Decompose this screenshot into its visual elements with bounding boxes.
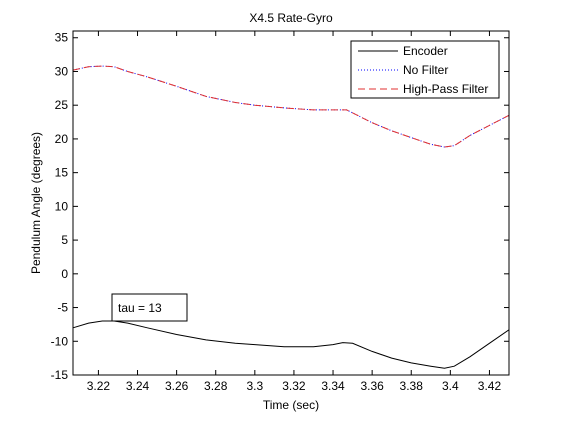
y-tick-label: 5 [61,233,68,247]
y-axis: -15 -10 -5 0 5 10 15 20 25 30 35 [51,31,509,382]
x-tick-label: 3.24 [126,379,150,393]
x-tick-label: 3.32 [282,379,306,393]
x-tick-label: 3.34 [321,379,345,393]
x-tick-label: 3.28 [204,379,228,393]
chart-title: X4.5 Rate-Gyro [249,11,333,25]
legend-label-no-filter: No Filter [403,63,448,77]
y-tick-label: 25 [55,98,69,112]
series-line-encoder [72,320,510,369]
y-tick-label: 0 [61,267,68,281]
legend-label-high-pass: High-Pass Filter [403,82,488,96]
x-axis: 3.22 3.24 3.26 3.28 3.3 3.32 3.34 3.36 3.38 3.4 3.… [87,31,502,393]
plot-frame [72,30,510,376]
annotation-text: tau = 13 [118,301,162,315]
legend: Encoder No Filter High-Pass Filter [350,40,500,99]
x-tick-label: 3.3 [246,379,263,393]
x-tick-label: 3.22 [87,379,111,393]
y-tick-label: -15 [51,368,69,382]
y-axis-label: Pendulum Angle (degrees) [29,132,43,274]
y-tick-label: 20 [55,132,69,146]
y-tick-label: 10 [55,199,69,213]
y-tick-label: -10 [51,334,69,348]
annotation: tau = 13 [111,293,188,322]
x-tick-label: 3.36 [360,379,384,393]
y-tick-label: 15 [55,166,69,180]
x-axis-label: Time (sec) [263,398,319,412]
y-tick-label: -5 [57,301,68,315]
y-tick-label: 30 [55,64,69,78]
series-line-high-pass-filter [72,65,510,148]
x-tick-label: 3.38 [400,379,424,393]
annotation-box [111,293,188,322]
y-tick-label: 35 [55,31,69,45]
x-tick-label: 3.4 [442,379,459,393]
x-tick-label: 3.42 [478,379,502,393]
legend-label-encoder: Encoder [403,44,448,58]
x-tick-label: 3.26 [165,379,189,393]
series-layer [72,65,510,369]
